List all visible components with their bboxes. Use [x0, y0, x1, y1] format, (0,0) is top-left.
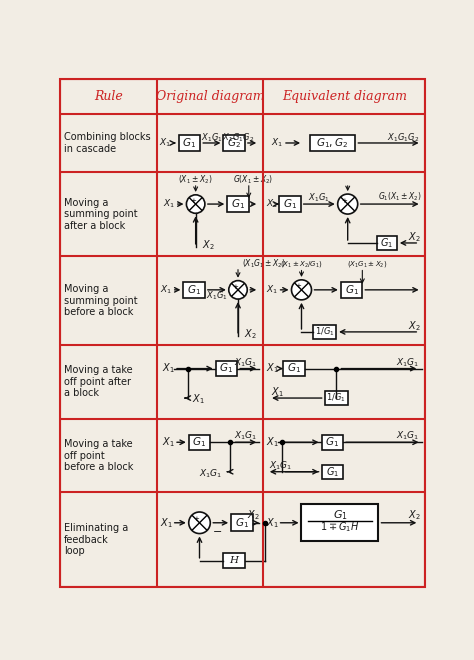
Text: $G(X_1\pm X_2)$: $G(X_1\pm X_2)$ [233, 174, 273, 186]
Text: $X_1G_1$: $X_1G_1$ [206, 290, 228, 302]
Bar [341, 282, 362, 298]
Text: $X_2$: $X_2$ [246, 508, 259, 522]
Text: Combining blocks
in cascade: Combining blocks in cascade [64, 132, 151, 154]
Text: Original diagram: Original diagram [156, 90, 264, 103]
Text: $X_2$: $X_2$ [408, 230, 421, 244]
Text: Moving a
summing point
after a block: Moving a summing point after a block [64, 197, 138, 231]
Text: $X_1$: $X_1$ [266, 362, 279, 376]
Text: $X_2$: $X_2$ [408, 319, 421, 333]
Bar [216, 361, 237, 376]
Text: $G_1$: $G_1$ [231, 197, 245, 211]
Circle shape [186, 195, 205, 213]
Text: $G_1$: $G_1$ [287, 362, 301, 376]
Circle shape [292, 280, 311, 300]
Bar [283, 361, 305, 376]
Text: $(X_1G_1\pm X_2)$: $(X_1G_1\pm X_2)$ [242, 257, 286, 270]
Text: $X_1G_1$: $X_1G_1$ [234, 430, 257, 442]
Text: $X_1G_1G_2$: $X_1G_1G_2$ [387, 131, 419, 144]
Text: $G_1(X_1\pm X_2)$: $G_1(X_1\pm X_2)$ [378, 191, 421, 203]
Text: $G_1$: $G_1$ [333, 508, 347, 522]
Text: $G_1,G_2$: $G_1,G_2$ [316, 136, 348, 150]
Bar [321, 434, 343, 450]
Text: $X_1$: $X_1$ [266, 284, 278, 296]
Bar [179, 135, 201, 150]
Text: $X_1$: $X_1$ [266, 516, 279, 530]
Circle shape [189, 512, 210, 533]
Text: $X_1$: $X_1$ [266, 198, 278, 211]
Text: $G_1$: $G_1$ [235, 516, 249, 530]
Bar [313, 325, 336, 339]
Text: H: H [230, 556, 238, 566]
Text: $(X_1G_1\pm X_2)$: $(X_1G_1\pm X_2)$ [346, 259, 387, 269]
Bar [377, 236, 397, 250]
Text: $X_1G_1$: $X_1G_1$ [201, 131, 223, 144]
Text: $G_1$: $G_1$ [326, 465, 339, 478]
Text: $X_1$: $X_1$ [160, 284, 173, 296]
Text: $(X_1\pm X_2/G_1)$: $(X_1\pm X_2/G_1)$ [280, 259, 323, 269]
Text: $X_1$: $X_1$ [159, 137, 171, 149]
Bar [310, 135, 355, 150]
Text: $G_1$: $G_1$ [345, 283, 358, 297]
Text: $X_1G_1$: $X_1G_1$ [396, 356, 419, 369]
Text: Equivalent diagram: Equivalent diagram [282, 90, 407, 103]
Text: $G_1$: $G_1$ [380, 236, 393, 250]
Circle shape [337, 194, 358, 214]
Bar [227, 197, 249, 212]
Text: $X_1$: $X_1$ [160, 516, 173, 530]
Circle shape [229, 280, 247, 299]
Text: $G_2$: $G_2$ [227, 136, 241, 150]
Text: Moving a
summing point
before a block: Moving a summing point before a block [64, 284, 138, 317]
Text: $X_1G_1$: $X_1G_1$ [269, 459, 292, 472]
Bar [279, 197, 301, 212]
Text: $X_1$: $X_1$ [192, 393, 204, 407]
Bar [325, 391, 348, 405]
Text: +: + [232, 284, 238, 290]
Text: $-$: $-$ [212, 525, 222, 535]
Text: $X_2$: $X_2$ [202, 238, 214, 252]
Bar [223, 553, 245, 568]
Text: Moving a take
off point after
a block: Moving a take off point after a block [64, 365, 133, 399]
Text: +: + [342, 197, 347, 203]
Text: $X_1G_1$: $X_1G_1$ [234, 356, 257, 369]
Text: $G_1$: $G_1$ [192, 436, 207, 449]
Text: $1/G_1$: $1/G_1$ [315, 325, 335, 338]
Bar [189, 434, 210, 450]
Text: +: + [193, 516, 199, 522]
Text: +: + [296, 283, 301, 289]
Text: Eliminating a
feedback
loop: Eliminating a feedback loop [64, 523, 128, 556]
Text: $X_1G_1$: $X_1G_1$ [199, 467, 223, 480]
Text: $G_1$: $G_1$ [325, 436, 339, 449]
Bar [183, 282, 205, 298]
Text: $X_1$: $X_1$ [271, 385, 283, 399]
Text: $X_1$: $X_1$ [271, 137, 283, 149]
Text: $1/G_1$: $1/G_1$ [326, 392, 346, 405]
Text: $G_1$: $G_1$ [283, 197, 297, 211]
Text: $X_2$: $X_2$ [408, 508, 421, 522]
Bar [321, 465, 343, 478]
Text: $X_2$: $X_2$ [244, 327, 257, 341]
Text: $X_1G_1$: $X_1G_1$ [309, 191, 330, 204]
Text: $X_1$: $X_1$ [163, 436, 175, 449]
Text: $G_1$: $G_1$ [219, 362, 234, 376]
Text: $1\mp G_1H$: $1\mp G_1H$ [320, 519, 360, 533]
Text: Moving a take
off point
before a block: Moving a take off point before a block [64, 439, 134, 472]
Bar [223, 135, 245, 150]
Text: $(X_1\pm X_2)$: $(X_1\pm X_2)$ [178, 174, 213, 186]
Text: $G_1$: $G_1$ [187, 283, 201, 297]
Text: $X_1$: $X_1$ [266, 436, 279, 449]
Bar [231, 514, 253, 531]
Text: $X_1$: $X_1$ [163, 362, 175, 376]
Bar [301, 504, 379, 541]
Text: $X_1G_1$: $X_1G_1$ [396, 430, 419, 442]
Text: $G_1$: $G_1$ [182, 136, 197, 150]
Text: $X_1$: $X_1$ [163, 198, 175, 211]
Text: +: + [190, 198, 196, 204]
Text: $X_1G_1G_2$: $X_1G_1G_2$ [221, 131, 254, 144]
Text: Rule: Rule [94, 90, 123, 103]
